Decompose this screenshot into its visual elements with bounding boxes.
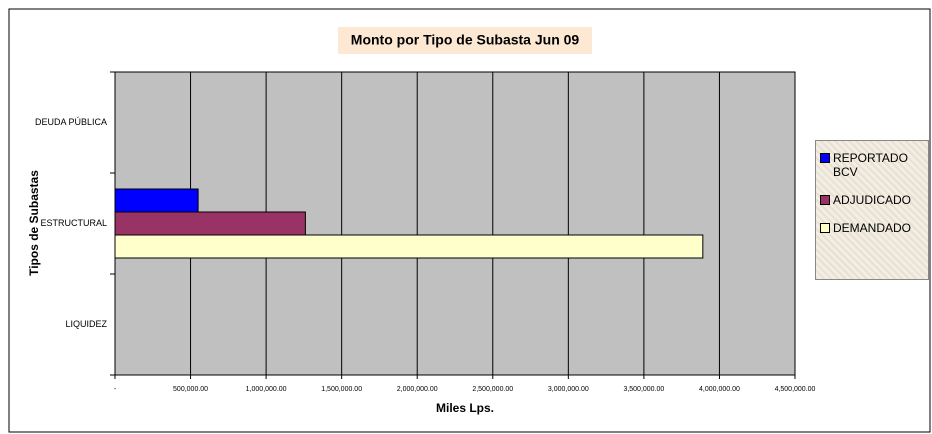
legend-label: REPORTADO BCV [833,151,908,179]
x-tick-label: - [114,386,117,393]
bar [114,234,704,259]
legend-swatch [820,223,830,233]
bar [114,188,199,213]
y-tick-label: ESTRUCTURAL [40,218,107,228]
legend-entry: ADJUDICADO [820,193,924,207]
y-tick-label: DEUDA PÚBLICA [35,117,107,127]
y-axis-title: Tipos de Subastas [27,170,41,276]
title-box [338,27,592,54]
x-tick-label: 1,500,000.00 [321,386,362,393]
x-tick-label: 3,000,000.00 [548,386,589,393]
chart-title: Monto por Tipo de Subasta Jun 09 [351,32,580,48]
legend-label: ADJUDICADO [833,193,912,207]
x-tick-label: 1,000,000.00 [246,386,287,393]
chart-border [8,8,931,433]
legend-entry: DEMANDADO [820,221,924,235]
x-tick-label: 4,500,000.00 [775,386,816,393]
bar [114,211,306,236]
legend-swatch [820,153,830,163]
legend: REPORTADO BCV ADJUDICADO DEMANDADO [815,140,929,280]
x-tick-label: 4,000,000.00 [699,386,740,393]
x-axis-title: Miles Lps. [436,401,494,415]
x-tick-label: 500,000.00 [173,386,208,393]
x-tick-label: 3,500,000.00 [623,386,664,393]
legend-swatch [820,195,830,205]
y-tick-label: LIQUIDEZ [65,319,107,329]
legend-entry: REPORTADO BCV [820,151,924,179]
legend-label: DEMANDADO [833,221,912,235]
x-tick-label: 2,500,000.00 [472,386,513,393]
x-tick-label: 2,000,000.00 [397,386,438,393]
